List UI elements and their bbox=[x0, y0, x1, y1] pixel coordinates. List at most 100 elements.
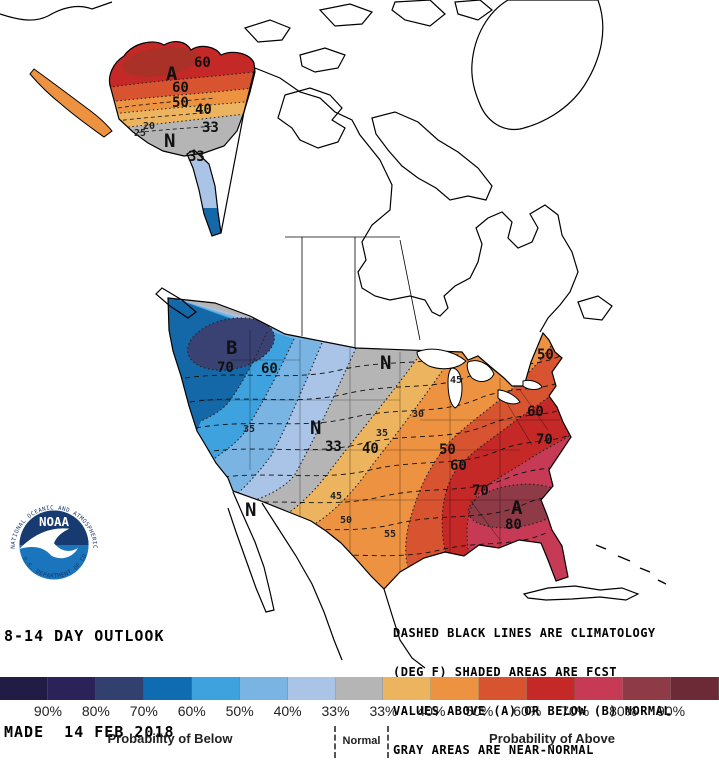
newfoundland bbox=[577, 295, 613, 321]
map-label: N bbox=[245, 499, 256, 521]
mexico-west-coast bbox=[261, 502, 343, 661]
baffin-island bbox=[371, 111, 493, 201]
legend-swatch bbox=[623, 677, 672, 700]
legend-swatch bbox=[143, 677, 192, 700]
map-label: 70 bbox=[472, 483, 489, 499]
lake-superior bbox=[416, 348, 467, 370]
russia-coast bbox=[0, 1, 113, 21]
notes-line-2: (DEG F) SHADED AREAS ARE FCST bbox=[393, 665, 618, 679]
legend-tick: 90% bbox=[33, 703, 62, 719]
mexico-gulf-coast bbox=[383, 588, 426, 669]
victoria-island bbox=[277, 87, 346, 149]
noaa-logo: NOAA NATIONAL OCEANIC AND ATMOSPHERIC AD… bbox=[6, 497, 102, 593]
vancouver-island bbox=[155, 287, 197, 319]
legend-tick: 60% bbox=[177, 703, 206, 719]
legend-swatch bbox=[575, 677, 624, 700]
arctic-islands bbox=[243, 0, 493, 43]
map-label: 33 bbox=[325, 439, 342, 455]
map-label: 45 bbox=[330, 491, 342, 502]
title-line-1: 8-14 DAY OUTLOOK bbox=[4, 627, 165, 645]
map-label: 25 bbox=[134, 128, 146, 139]
map-label: 50 bbox=[439, 442, 456, 458]
canada-mainland-coast bbox=[254, 67, 579, 333]
cuba bbox=[522, 585, 640, 601]
legend-swatch bbox=[671, 677, 719, 700]
seagull-icon bbox=[19, 528, 78, 559]
conus-outline bbox=[167, 297, 572, 590]
legend-swatch bbox=[0, 677, 48, 700]
canada-province-borders bbox=[285, 236, 421, 348]
alaska-outline bbox=[108, 40, 256, 157]
notes-line-4: GRAY AREAS ARE NEAR-NORMAL bbox=[393, 743, 594, 757]
legend-tick: 70% bbox=[561, 703, 590, 719]
map-label: 33 bbox=[202, 120, 219, 136]
great-lakes bbox=[416, 348, 543, 409]
legend-swatch bbox=[47, 677, 96, 700]
legend-swatch bbox=[431, 677, 480, 700]
legend-tick: 50% bbox=[465, 703, 494, 719]
legend-tick: 50% bbox=[225, 703, 254, 719]
map-label: 35 bbox=[243, 424, 255, 435]
legend-swatch bbox=[335, 677, 384, 700]
map-label: A bbox=[166, 63, 178, 85]
aleutian-islands bbox=[29, 68, 113, 138]
alaska-probability-bands bbox=[109, 41, 255, 156]
legend-tick: 90% bbox=[657, 703, 686, 719]
map-label: 80 bbox=[505, 517, 522, 533]
lake-erie bbox=[497, 389, 521, 405]
greenland bbox=[471, 0, 604, 131]
banks-island bbox=[299, 47, 346, 73]
map-label: N bbox=[310, 417, 321, 439]
map-label: 20 bbox=[143, 121, 155, 132]
map-label: N bbox=[164, 130, 175, 152]
baja-california bbox=[227, 491, 275, 613]
legend-tick: 40% bbox=[417, 703, 446, 719]
lake-huron bbox=[466, 360, 495, 382]
map-label: B bbox=[226, 337, 237, 359]
notes-line-3: VALUES ABOVE (A) OR BELOW (B) NORMAL bbox=[393, 704, 672, 718]
map-label: 60 bbox=[194, 55, 211, 71]
map-label: 50 bbox=[172, 95, 189, 111]
map-label: A bbox=[511, 497, 523, 519]
map-label: 50 bbox=[340, 515, 352, 526]
alaska-canada-border bbox=[220, 67, 256, 234]
map-label: N bbox=[380, 352, 391, 374]
title-line-3: MADE 14 FEB 2018 bbox=[4, 723, 175, 741]
legend-tick: 80% bbox=[609, 703, 638, 719]
map-label: 70 bbox=[536, 432, 553, 448]
lake-ontario bbox=[522, 379, 543, 390]
map-label: 30 bbox=[412, 409, 424, 420]
map-label: 60 bbox=[172, 80, 189, 96]
map-label: 40 bbox=[195, 102, 212, 118]
map-label: 60 bbox=[450, 458, 467, 474]
lake-michigan bbox=[447, 367, 463, 409]
coastlines bbox=[0, 0, 667, 669]
legend-tick: 40% bbox=[273, 703, 302, 719]
legend-tick: 60% bbox=[513, 703, 542, 719]
map-label: 60 bbox=[527, 404, 544, 420]
logo-acronym: NOAA bbox=[39, 514, 70, 529]
map-label: 33 bbox=[188, 149, 205, 165]
notes-block: DASHED BLACK LINES ARE CLIMATOLOGY (DEG … bbox=[393, 601, 671, 760]
alaska-panhandle-outline bbox=[186, 149, 222, 237]
legend-swatch bbox=[527, 677, 576, 700]
map-label: 35 bbox=[376, 428, 388, 439]
map-label: 40 bbox=[362, 441, 379, 457]
legend-swatch bbox=[95, 677, 144, 700]
notes-line-1: DASHED BLACK LINES ARE CLIMATOLOGY bbox=[393, 626, 656, 640]
legend-swatch bbox=[287, 677, 336, 700]
caption-normal: Normal bbox=[334, 726, 389, 758]
legend-color-bar bbox=[0, 677, 719, 700]
legend-tick: 70% bbox=[129, 703, 158, 719]
bahamas bbox=[595, 544, 667, 585]
map-label: 45 bbox=[450, 375, 462, 386]
legend-swatch bbox=[479, 677, 528, 700]
map-label: 70 bbox=[217, 360, 234, 376]
probability-contours bbox=[187, 317, 570, 564]
state-borders bbox=[200, 330, 560, 572]
map-label: 50 bbox=[537, 347, 554, 363]
legend-tick: 33% bbox=[369, 703, 398, 719]
